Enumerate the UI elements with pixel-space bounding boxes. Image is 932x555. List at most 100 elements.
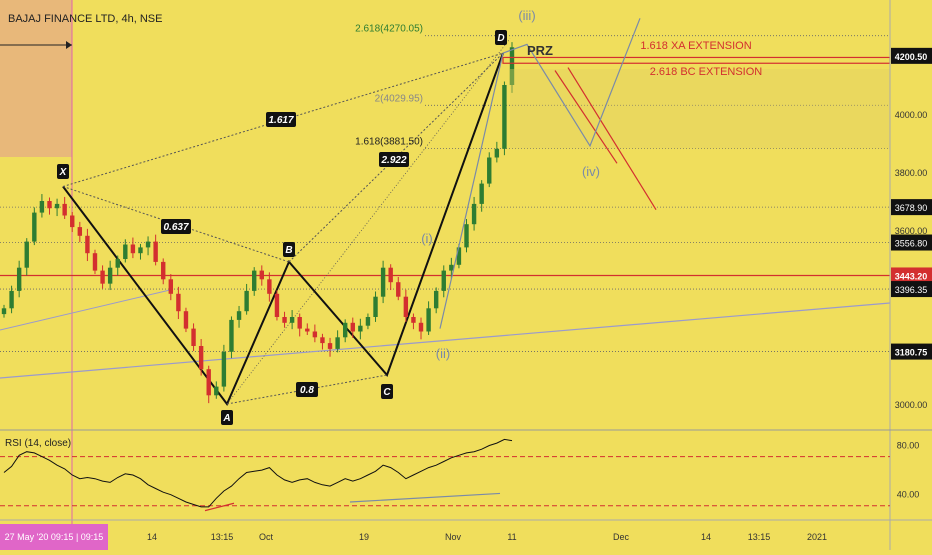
wave-projection-path [502, 18, 641, 148]
point-label-A: A [222, 413, 230, 424]
candle-body-25 [191, 328, 196, 346]
candle-body-17 [130, 244, 136, 254]
candle-body-36 [274, 293, 280, 317]
price-axis: 3000.00 3600.00 3800.00 4000.00 4200.50 3678.… [889, 0, 932, 550]
rsi-trendline [349, 492, 501, 503]
candle-body-12 [92, 253, 98, 271]
zone-label-2: 2.618 BC EXTENSION [650, 66, 763, 78]
price-label-1: 3678.90 [895, 203, 928, 213]
point-label-X: X [59, 167, 68, 178]
candle-body-67 [509, 47, 515, 85]
price-label-bg-5 [891, 343, 932, 360]
candle-body-9 [70, 215, 75, 228]
rsi-line [3, 438, 513, 508]
candle-body-42 [320, 337, 325, 344]
chart-title: BAJAJ FINANCE LTD, 4h, NSE [8, 13, 162, 25]
candle-body-58 [441, 270, 446, 291]
price-label-5: 3180.75 [895, 348, 928, 358]
candle-body-30 [229, 319, 234, 352]
point-label-bg-A [221, 410, 233, 425]
ratio-label-1: 0.637 [163, 222, 188, 233]
price-label-bg-1 [891, 199, 932, 216]
price-tick-5: 4000.00 [895, 110, 928, 120]
candle-body-55 [418, 322, 424, 332]
price-label-bg-3 [891, 267, 932, 284]
candle-body-8 [62, 203, 67, 216]
wave-label-3: (iv) [582, 164, 600, 179]
candle-body-60 [456, 247, 462, 265]
time-tick-1: 13:15 [211, 532, 234, 542]
point-label-bg-X [57, 164, 69, 179]
ratio-bg-2 [379, 152, 409, 167]
prz-zone [439, 18, 891, 329]
candle-body-62 [471, 203, 477, 225]
candle-body-31 [236, 311, 242, 320]
candle-body-51 [388, 267, 393, 283]
price-tick-4: 3800.00 [895, 168, 928, 178]
candle-body-10 [77, 227, 83, 236]
rsi-label: RSI (14, close) [5, 438, 71, 449]
candle-body-3 [24, 241, 29, 268]
wave-label-0: (i) [421, 231, 433, 246]
zone-label-0: PRZ [527, 43, 553, 58]
fib-label-2: 1.618(3881.50) [355, 136, 423, 147]
candle-body-54 [411, 317, 416, 323]
time-tick-5: 11 [507, 532, 516, 542]
candle-body-50 [380, 267, 386, 297]
candle-body-39 [297, 317, 302, 329]
candle-body-26 [198, 346, 204, 370]
cursor-arrow-head [66, 41, 72, 49]
ratio-label-0: 1.617 [268, 115, 293, 126]
cursor-time-label: 27 May '20 09:15 | 09:15 [5, 532, 104, 542]
price-tick-3: 3600.00 [895, 226, 928, 236]
candle-body-21 [161, 261, 166, 280]
candle-body-6 [47, 201, 52, 209]
wave-label-2: (iii) [518, 8, 535, 23]
candle-body-56 [426, 308, 431, 332]
time-tick-7: 14 [701, 532, 711, 542]
candle-body-45 [342, 322, 348, 338]
support-trendline [0, 302, 891, 379]
rsi-arrow [204, 502, 235, 512]
point-label-bg-C [381, 384, 393, 399]
candle-body-52 [396, 282, 401, 297]
candle-body-22 [168, 279, 174, 294]
candle-body-37 [282, 317, 287, 323]
candle-body-63 [479, 183, 484, 204]
trend-lines [0, 289, 891, 379]
candle-body-18 [138, 247, 143, 254]
candle-body-15 [115, 259, 120, 268]
point-label-D: D [497, 33, 504, 44]
candle-body-64 [487, 157, 492, 184]
candle-body-13 [100, 270, 105, 284]
candle-body-65 [494, 148, 500, 158]
candle-body-61 [464, 224, 469, 248]
time-tick-4: Nov [445, 532, 462, 542]
candle-body-1 [9, 290, 14, 309]
time-tick-2: Oct [259, 532, 274, 542]
candle-body-2 [16, 267, 22, 291]
fib-label-1: 2(4029.95) [375, 93, 423, 104]
point-label-bg-B [283, 242, 295, 257]
candle-body-11 [85, 235, 90, 254]
rsi-panel: RSI (14, close) 40.00 80.00 [0, 429, 932, 512]
candle-body-29 [221, 351, 227, 387]
candle-body-40 [305, 328, 310, 332]
point-label-B: B [285, 245, 292, 256]
candle-body-46 [350, 322, 355, 332]
candle-body-32 [244, 290, 249, 312]
candle-body-57 [433, 290, 439, 309]
candle-body-53 [403, 296, 409, 317]
time-tick-9: 2021 [807, 532, 827, 542]
ratio-bg-3 [296, 382, 318, 397]
candle-body-24 [183, 311, 189, 329]
price-label-0: 4200.50 [895, 52, 928, 62]
ratio-label-2: 2.922 [380, 155, 406, 166]
price-label-2: 3556.80 [895, 239, 928, 249]
candle-body-34 [259, 270, 264, 280]
wave-iii-line [439, 52, 504, 329]
red-projection-2 [567, 67, 657, 211]
candle-body-38 [289, 317, 295, 323]
